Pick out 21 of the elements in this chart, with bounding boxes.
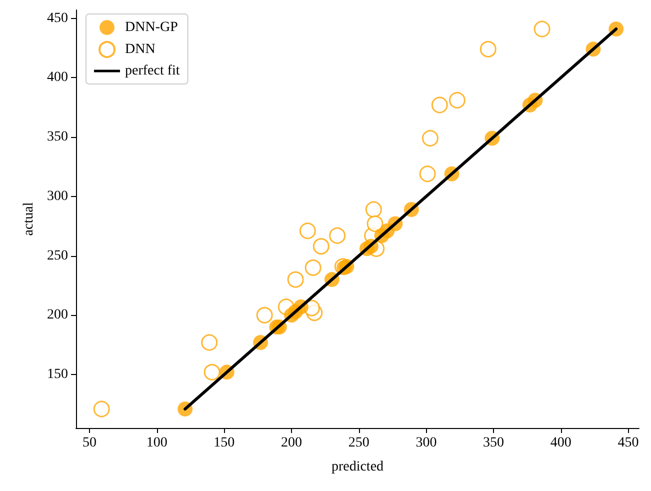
x-tick-label: 450 (618, 436, 639, 450)
y-tick-label: 200 (47, 308, 68, 323)
x-tick-label: 400 (550, 436, 572, 450)
y-tick-label: 400 (47, 70, 68, 86)
y-tick-label: 250 (47, 248, 68, 264)
x-tick-label: 150 (214, 436, 235, 450)
x-tick-label: 300 (416, 436, 437, 450)
x-tick-label: 350 (483, 436, 504, 450)
y-tick-label: 350 (47, 130, 68, 145)
x-axis-title: predicted (331, 460, 384, 474)
legend-label: DNN-GP (125, 20, 178, 35)
y-axis-title: actual (22, 202, 36, 236)
y-tick-label: 450 (47, 10, 68, 26)
x-tick-label: 200 (281, 436, 302, 450)
legend-label: perfect fit (125, 64, 180, 78)
x-tick-label: 100 (146, 436, 168, 450)
x-tick-label: 250 (348, 436, 370, 450)
y-tick-label: 150 (47, 367, 68, 382)
y-tick-label: 300 (47, 188, 68, 204)
legend-label: DNN (125, 42, 156, 57)
x-tick-label: 50 (82, 436, 96, 450)
